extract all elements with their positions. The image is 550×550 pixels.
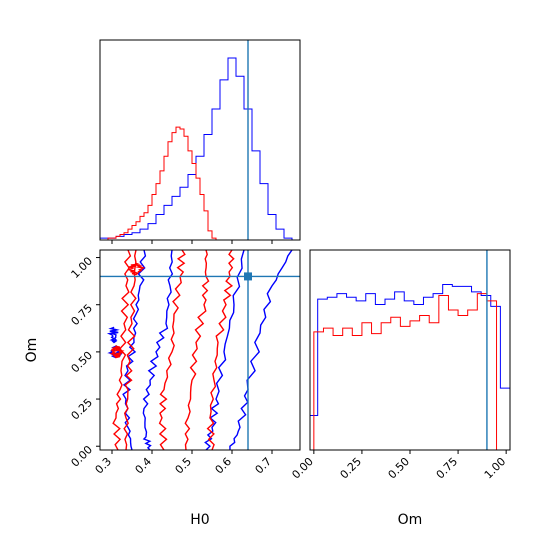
om-histogram-xtick-label: 1.00 bbox=[482, 455, 509, 482]
om-axis-label-vertical: Om bbox=[24, 338, 40, 363]
contour-ytick-label: 0.00 bbox=[69, 443, 96, 470]
om-histogram-series bbox=[310, 250, 510, 450]
om-histogram-series-red bbox=[310, 293, 507, 450]
h0-om-contour-frame bbox=[99, 249, 301, 451]
contour-ytick-label: 0.25 bbox=[69, 396, 96, 423]
contour-blue-inner bbox=[204, 250, 245, 450]
contour-blue-outer bbox=[229, 250, 293, 450]
contour-ytick-label: 1.00 bbox=[69, 254, 96, 281]
h0-om-contours bbox=[100, 250, 300, 450]
contour-red-outer bbox=[112, 250, 132, 450]
contour-red-island bbox=[127, 262, 146, 276]
contour-red-inner bbox=[184, 250, 210, 450]
contour-xtick-label: 0.5 bbox=[173, 455, 195, 477]
om-histogram-series-blue bbox=[310, 284, 510, 450]
h0-histogram-series-red bbox=[100, 126, 220, 240]
contour-yticks: 0.00 0.25 0.50 0.75 1.00 bbox=[69, 254, 100, 470]
h0-histogram-xticks bbox=[111, 240, 273, 244]
contour-red-island bbox=[109, 345, 125, 359]
om-histogram-frame bbox=[309, 249, 511, 451]
contour-xtick-label: 0.7 bbox=[253, 455, 275, 477]
contour-blue-inner bbox=[142, 250, 174, 450]
truth-marker bbox=[244, 272, 252, 281]
h0-histogram-frame bbox=[99, 39, 301, 241]
om-histogram-xtick-label: 0.75 bbox=[434, 455, 461, 482]
contour-red-inner bbox=[158, 250, 186, 450]
om-histogram-xtick-label: 0.25 bbox=[338, 455, 365, 482]
h0-om-contour-panel: 0.3 0.4 0.5 0.6 0.7 0.000.250.500.751.00 H0 … bbox=[24, 249, 301, 528]
h0-histogram-panel bbox=[99, 39, 301, 244]
h0-histogram-series bbox=[100, 40, 300, 240]
contour-xticks: 0.3 0.4 0.5 0.6 0.7 bbox=[93, 450, 275, 477]
contour-xtick-label: 0.4 bbox=[133, 455, 155, 477]
contour-red-inner bbox=[123, 250, 137, 450]
h0-histogram-series-blue bbox=[100, 57, 300, 240]
contour-xtick-label: 0.3 bbox=[93, 455, 115, 477]
contour-blue-island bbox=[106, 326, 120, 344]
contour-ytick-label: 0.75 bbox=[69, 302, 96, 329]
om-histogram-xticks: 0.00 0.25 0.50 0.75 1.00 bbox=[289, 450, 508, 481]
om-histogram-xtick-label: 0.50 bbox=[386, 455, 413, 482]
om-histogram-xtick-label: 0.00 bbox=[289, 455, 316, 482]
om-histogram-panel: 0.00 0.25 0.50 0.75 1.00 Om bbox=[289, 249, 511, 528]
om-axis-label: Om bbox=[398, 512, 423, 528]
contour-xtick-label: 0.6 bbox=[213, 455, 235, 477]
contour-red-outer bbox=[206, 250, 235, 450]
h0-axis-label: H0 bbox=[190, 512, 209, 528]
contour-ytick-label: 0.50 bbox=[69, 349, 96, 376]
